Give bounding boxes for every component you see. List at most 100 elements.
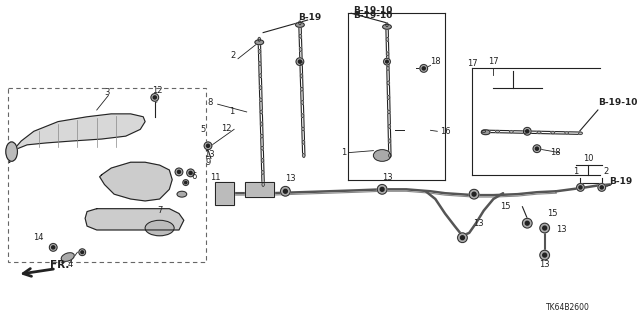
Bar (215, 182, 234, 205)
Circle shape (461, 236, 465, 240)
Ellipse shape (260, 98, 262, 102)
Ellipse shape (386, 23, 388, 27)
Ellipse shape (301, 100, 303, 104)
Text: 18: 18 (431, 57, 441, 66)
Circle shape (600, 186, 604, 189)
Circle shape (422, 67, 426, 70)
Ellipse shape (495, 130, 499, 133)
Ellipse shape (524, 131, 527, 133)
Ellipse shape (302, 127, 304, 131)
Polygon shape (10, 114, 145, 162)
Circle shape (153, 96, 156, 99)
Circle shape (378, 184, 387, 194)
Text: 9: 9 (205, 158, 211, 167)
Text: 18: 18 (550, 148, 561, 157)
Ellipse shape (255, 40, 264, 45)
Ellipse shape (373, 150, 391, 161)
Circle shape (151, 93, 159, 101)
Circle shape (280, 186, 290, 196)
Circle shape (524, 127, 531, 135)
Text: 14: 14 (33, 233, 44, 242)
Ellipse shape (145, 220, 174, 236)
Ellipse shape (300, 61, 302, 65)
Circle shape (296, 58, 304, 65)
Ellipse shape (386, 37, 388, 41)
Text: 7: 7 (157, 206, 163, 215)
Ellipse shape (387, 95, 390, 99)
Text: 17: 17 (467, 59, 477, 68)
Ellipse shape (388, 139, 391, 143)
Text: 13: 13 (556, 226, 567, 234)
Circle shape (525, 221, 529, 225)
Ellipse shape (383, 24, 391, 29)
Text: 17: 17 (488, 57, 499, 66)
Text: TK64B2600: TK64B2600 (547, 303, 590, 312)
Circle shape (383, 58, 390, 65)
Circle shape (579, 186, 582, 189)
Text: B-19-10: B-19-10 (598, 98, 637, 107)
Circle shape (533, 145, 541, 152)
Text: B-19: B-19 (609, 177, 633, 186)
Text: 8: 8 (207, 98, 213, 107)
Circle shape (204, 142, 212, 150)
Circle shape (472, 192, 476, 196)
Ellipse shape (509, 130, 513, 133)
Ellipse shape (260, 110, 262, 114)
Circle shape (284, 189, 287, 193)
Text: 1: 1 (573, 167, 579, 176)
Text: 13: 13 (204, 150, 215, 159)
Polygon shape (100, 162, 172, 201)
Ellipse shape (262, 182, 264, 186)
Text: 16: 16 (440, 127, 451, 136)
Circle shape (380, 187, 384, 191)
Circle shape (420, 64, 428, 72)
Circle shape (522, 218, 532, 228)
Circle shape (177, 170, 180, 174)
Circle shape (536, 147, 538, 150)
Text: 13: 13 (474, 219, 484, 228)
Circle shape (49, 243, 57, 251)
Ellipse shape (177, 191, 187, 197)
Ellipse shape (302, 140, 305, 144)
Circle shape (52, 246, 55, 249)
Circle shape (184, 182, 187, 184)
Bar (215, 182, 234, 205)
Circle shape (577, 183, 584, 191)
Text: 4: 4 (67, 260, 72, 269)
Bar (8, 88, 206, 262)
Ellipse shape (388, 124, 390, 128)
Text: 1: 1 (229, 108, 234, 116)
Ellipse shape (299, 21, 301, 25)
Circle shape (458, 233, 467, 242)
Ellipse shape (564, 132, 568, 134)
Ellipse shape (481, 130, 490, 135)
Ellipse shape (261, 146, 264, 150)
Text: B-19-10: B-19-10 (353, 11, 392, 20)
Text: B-19-10: B-19-10 (353, 6, 392, 15)
Ellipse shape (301, 114, 304, 118)
Circle shape (175, 168, 183, 176)
Circle shape (543, 226, 547, 230)
Ellipse shape (299, 34, 301, 38)
Ellipse shape (301, 87, 303, 91)
Ellipse shape (482, 130, 486, 132)
Circle shape (189, 171, 192, 174)
Ellipse shape (260, 134, 263, 138)
Circle shape (207, 144, 209, 147)
Text: 6: 6 (191, 172, 196, 181)
Text: 13: 13 (381, 173, 392, 182)
Bar (404, 120, 431, 141)
Circle shape (81, 251, 84, 254)
Text: 12: 12 (221, 124, 231, 133)
Ellipse shape (579, 132, 582, 134)
Text: 15: 15 (547, 209, 557, 218)
Circle shape (79, 249, 86, 256)
Circle shape (540, 223, 550, 233)
Ellipse shape (261, 158, 264, 162)
Circle shape (298, 60, 301, 63)
Ellipse shape (300, 74, 303, 78)
Circle shape (183, 180, 189, 185)
Text: 2: 2 (231, 51, 236, 60)
Ellipse shape (387, 81, 390, 85)
Bar (244, 182, 274, 197)
